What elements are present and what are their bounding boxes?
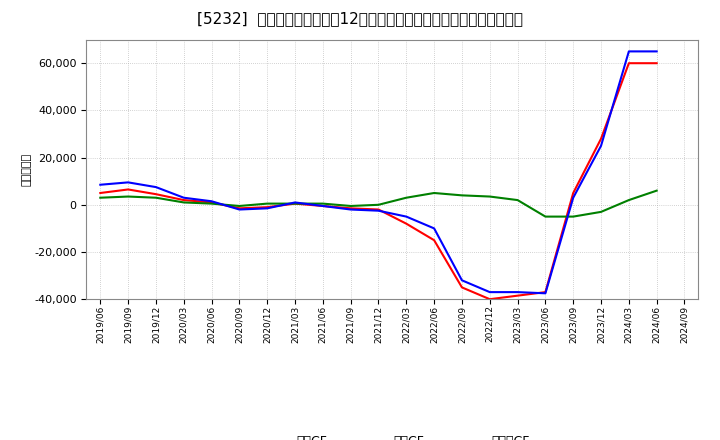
フリーCF <box>513 290 522 295</box>
フリーCF <box>374 208 383 213</box>
投資CF <box>402 195 410 200</box>
営業CF <box>513 293 522 298</box>
営業CF <box>402 221 410 226</box>
投資CF <box>263 201 271 206</box>
投資CF <box>346 203 355 209</box>
フリーCF <box>152 184 161 190</box>
投資CF <box>318 201 327 206</box>
営業CF <box>597 136 606 141</box>
投資CF <box>485 194 494 199</box>
営業CF <box>96 191 104 196</box>
営業CF <box>124 187 132 192</box>
営業CF <box>207 200 216 205</box>
営業CF <box>458 285 467 290</box>
フリーCF <box>207 198 216 204</box>
フリーCF <box>402 214 410 219</box>
投資CF <box>179 200 188 205</box>
フリーCF <box>346 207 355 212</box>
投資CF <box>652 188 661 193</box>
営業CF <box>152 191 161 197</box>
営業CF <box>263 205 271 210</box>
投資CF <box>291 201 300 206</box>
営業CF <box>179 198 188 203</box>
営業CF <box>569 191 577 196</box>
営業CF <box>430 238 438 243</box>
フリーCF <box>235 207 243 212</box>
フリーCF <box>458 278 467 283</box>
フリーCF <box>485 290 494 295</box>
フリーCF <box>541 291 550 296</box>
Y-axis label: （百万円）: （百万円） <box>22 153 31 186</box>
フリーCF <box>430 226 438 231</box>
営業CF <box>374 207 383 212</box>
投資CF <box>597 209 606 215</box>
フリーCF <box>624 49 633 54</box>
営業CF <box>346 205 355 211</box>
フリーCF <box>124 180 132 185</box>
投資CF <box>458 193 467 198</box>
フリーCF <box>179 195 188 200</box>
営業CF <box>291 201 300 206</box>
投資CF <box>374 202 383 207</box>
Text: [5232]  キャッシュフローの12か月移動合計の対前年同期増減額の推移: [5232] キャッシュフローの12か月移動合計の対前年同期増減額の推移 <box>197 11 523 26</box>
営業CF <box>318 203 327 209</box>
Line: 投資CF: 投資CF <box>100 191 657 216</box>
営業CF <box>485 297 494 302</box>
営業CF <box>541 290 550 295</box>
Line: 営業CF: 営業CF <box>100 63 657 299</box>
投資CF <box>624 198 633 203</box>
投資CF <box>152 195 161 200</box>
フリーCF <box>318 203 327 209</box>
投資CF <box>96 195 104 200</box>
投資CF <box>207 201 216 206</box>
フリーCF <box>569 195 577 200</box>
フリーCF <box>96 182 104 187</box>
投資CF <box>569 214 577 219</box>
営業CF <box>624 61 633 66</box>
フリーCF <box>291 200 300 205</box>
投資CF <box>541 214 550 219</box>
投資CF <box>430 191 438 196</box>
営業CF <box>652 61 661 66</box>
投資CF <box>235 203 243 209</box>
Legend: 営業CF, 投資CF, フリーCF: 営業CF, 投資CF, フリーCF <box>251 430 534 440</box>
Line: フリーCF: フリーCF <box>100 51 657 293</box>
フリーCF <box>652 49 661 54</box>
投資CF <box>513 198 522 203</box>
フリーCF <box>597 143 606 148</box>
投資CF <box>124 194 132 199</box>
フリーCF <box>263 205 271 211</box>
営業CF <box>235 205 243 211</box>
